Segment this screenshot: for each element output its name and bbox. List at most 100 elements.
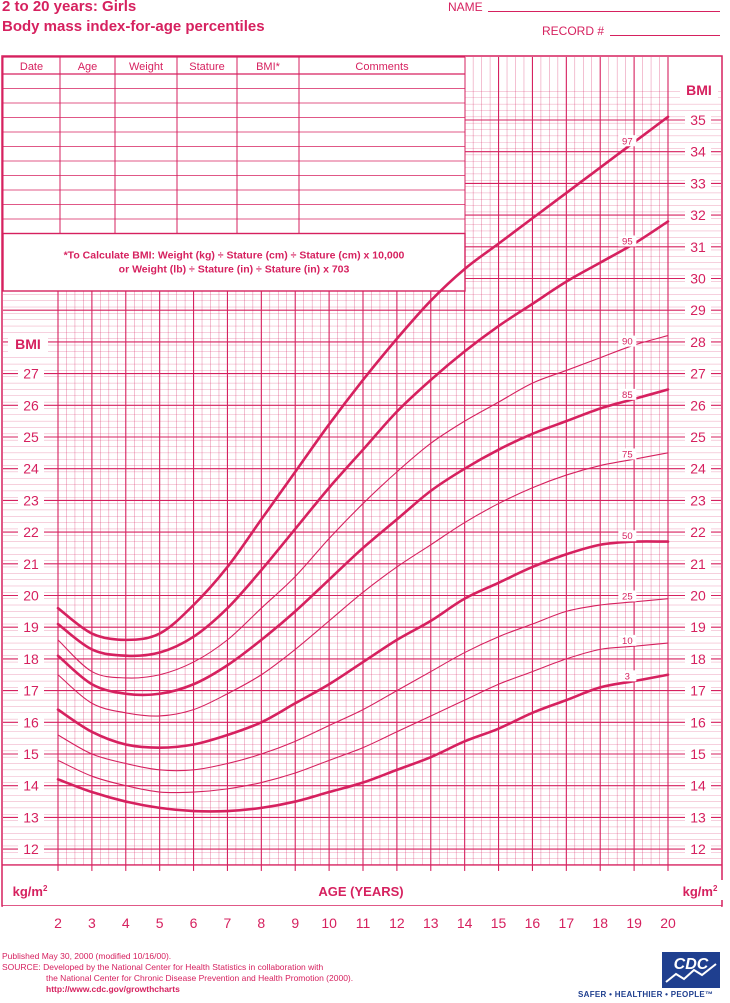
y-tick-right: 29 (690, 302, 706, 318)
label-bg-p90 (618, 335, 637, 347)
y-tick-bg (685, 492, 711, 509)
y-tick-bg (685, 397, 711, 414)
label-bg-p95 (618, 235, 637, 247)
y-tick-left: 25 (23, 429, 39, 445)
y-tick-left: 22 (23, 524, 39, 540)
curve-p95 (56, 220, 670, 658)
y-tick-right: 34 (690, 144, 706, 160)
y-tick-bg (685, 714, 711, 731)
y-tick-bg (685, 143, 711, 160)
label-p85: 85 (622, 390, 633, 401)
label-p97: 97 (622, 136, 633, 147)
formula-frame (2, 232, 466, 292)
y-tick-left: 17 (23, 683, 39, 699)
y-tick-right: 20 (690, 588, 706, 604)
y-tick-bg (685, 555, 711, 572)
x-tick-label: 5 (156, 915, 164, 931)
curve-p3 (56, 673, 670, 813)
record-field[interactable] (610, 35, 720, 36)
x-tick-label: 4 (122, 915, 130, 931)
y-tick-right: 25 (690, 429, 706, 445)
label-p90: 90 (622, 337, 633, 348)
y-tick-left: 12 (23, 841, 39, 857)
cdc-tagline: SAFER • HEALTHIER • PEOPLE™ (578, 990, 714, 999)
bmi-label-left-bg (8, 334, 48, 354)
y-tick-right: 22 (690, 524, 706, 540)
label-p25: 25 (622, 591, 633, 602)
y-tick-bg (685, 619, 711, 636)
label-bg-p50 (618, 530, 637, 542)
formula-line2: or Weight (lb) ÷ Stature (in) ÷ Stature … (119, 263, 350, 275)
x-tick-label: 16 (525, 915, 541, 931)
y-tick-bg (18, 365, 44, 382)
x-tick-label: 8 (257, 915, 265, 931)
y-tick-left: 13 (23, 809, 39, 825)
y-unit-right-sup: 2 (713, 884, 718, 893)
curve-p25 (57, 598, 669, 772)
x-tick-label: 18 (592, 915, 608, 931)
y-tick-bg (18, 841, 44, 858)
x-tick-label: 3 (88, 915, 96, 931)
label-p50: 50 (622, 531, 633, 542)
curve-p97 (56, 115, 670, 642)
y-tick-right: 12 (690, 841, 706, 857)
curve-p75 (57, 452, 669, 717)
curve-p90 (57, 335, 669, 679)
source-note-2: the National Center for Chronic Disease … (46, 973, 354, 983)
x-tick-label: 2 (54, 915, 62, 931)
chart-title-line2: Body mass index-for-age percentiles (2, 18, 265, 35)
y-tick-right: 32 (690, 207, 706, 223)
label-bg-p85 (618, 388, 637, 400)
y-tick-left: 26 (23, 397, 39, 413)
y-tick-bg (685, 270, 711, 287)
bmi-chart: Date Age Weight Stature BMI* Comments *To Cal… (1, 55, 727, 936)
y-unit-right: kg/m2 (683, 884, 718, 899)
y-tick-bg (685, 460, 711, 477)
y-tick-bg (18, 619, 44, 636)
label-bg-p3 (618, 670, 637, 682)
name-label: NAME (448, 0, 483, 14)
label-p95: 95 (622, 236, 633, 247)
x-tick-label: 11 (356, 915, 371, 931)
y-tick-bg (685, 429, 711, 445)
y-tick-bg (685, 175, 711, 192)
label-p75: 75 (622, 449, 633, 460)
x-tick-label: 12 (389, 915, 405, 931)
label-bg-p25 (618, 590, 637, 602)
y-tick-bg (685, 682, 711, 699)
y-tick-bg (18, 397, 44, 414)
y-tick-left: 24 (23, 461, 39, 477)
y-tick-bg (685, 777, 711, 794)
y-tick-bg (18, 682, 44, 699)
percentile-labels: 97 95 90 85 75 50 25 10 3 (618, 135, 637, 682)
x-tick-label: 6 (190, 915, 198, 931)
percentile-curves (56, 115, 670, 813)
y-unit-left-sup: 2 (43, 884, 48, 893)
source-url[interactable]: http://www.cdc.gov/growthcharts (46, 984, 180, 994)
x-tick-label: 13 (423, 915, 439, 931)
y-tick-left: 20 (23, 588, 39, 604)
y-tick-bg (18, 429, 44, 445)
x-label-bg (305, 880, 417, 900)
y-unit-left: kg/m2 (13, 884, 48, 899)
x-axis-label: AGE (YEARS) (318, 884, 403, 899)
publish-note: Published May 30, 2000 (modified 10/16/0… (2, 951, 172, 961)
y-tick-bg (18, 460, 44, 477)
y-tick-left: 15 (23, 746, 39, 762)
y-tick-right: 31 (690, 239, 706, 255)
y-tick-bg (18, 746, 44, 762)
x-tick-label: 19 (626, 915, 642, 931)
name-field[interactable] (488, 11, 720, 12)
y-tick-bg (18, 714, 44, 731)
x-tick-label: 9 (291, 915, 299, 931)
y-tick-bg (685, 650, 711, 667)
y-tick-left: 14 (23, 778, 39, 794)
label-bg-p97 (618, 135, 637, 147)
y-tick-bg (18, 555, 44, 572)
axis-labels: BMIBMI1213141516171819202122232425262728… (2, 79, 727, 936)
y-tick-right: 30 (690, 271, 706, 287)
y-tick-bg (685, 809, 711, 826)
cdc-logo-text: CDC (674, 956, 709, 973)
record-col-header: Age (78, 61, 98, 73)
y-tick-bg (685, 841, 711, 858)
